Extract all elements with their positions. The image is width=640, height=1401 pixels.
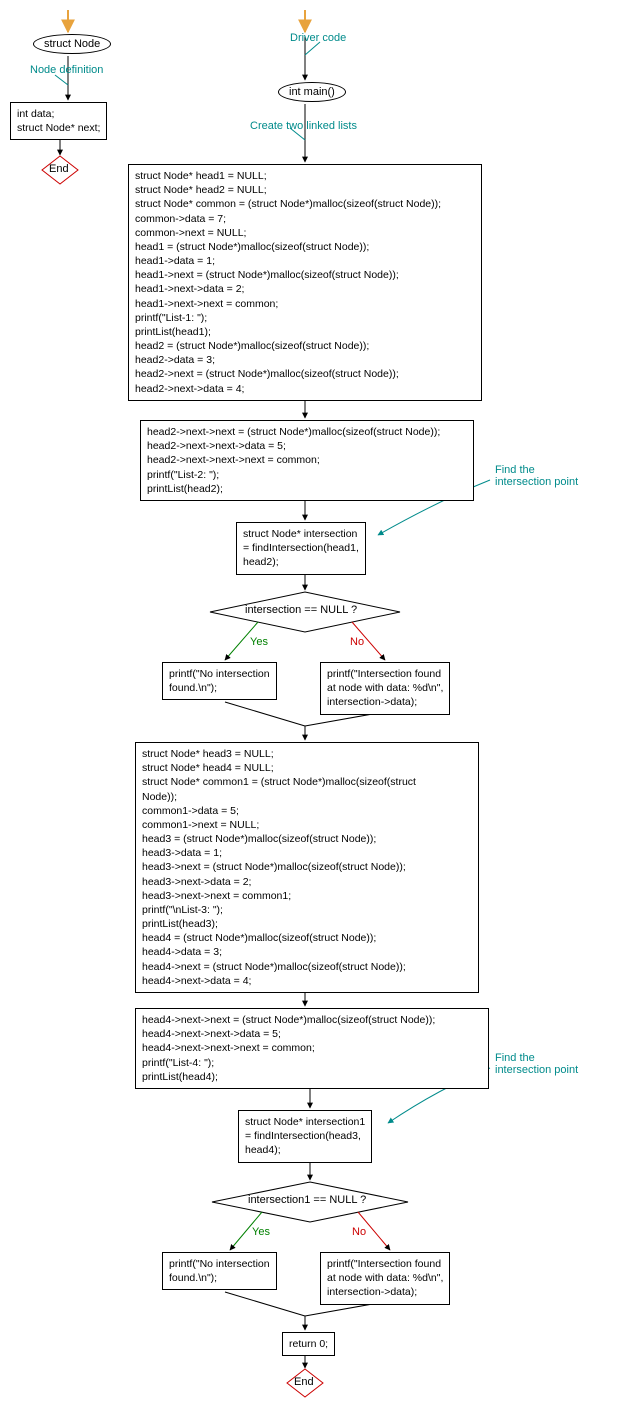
end-label-bottom: End [294, 1376, 314, 1388]
no-label-2: No [352, 1226, 366, 1238]
found-intersection-1: printf("Intersection found at node with … [320, 662, 450, 715]
no-label-1: No [350, 636, 364, 648]
find-intersection-annotation-1: Find the intersection point [495, 464, 578, 488]
found-intersection-2: printf("Intersection found at node with … [320, 1252, 450, 1305]
node-def-annotation: Node definition [30, 64, 103, 76]
no-intersection-1: printf("No intersection found.\n"); [162, 662, 277, 700]
yes-label-2: Yes [252, 1226, 270, 1238]
decision2-text: intersection1 == NULL ? [248, 1194, 366, 1206]
no-intersection-2: printf("No intersection found.\n"); [162, 1252, 277, 1290]
create-lists-annotation: Create two linked lists [250, 120, 357, 132]
block2-code: head2->next->next = (struct Node*)malloc… [140, 420, 474, 501]
main-func: int main() [278, 82, 346, 102]
block4-code: struct Node* head3 = NULL; struct Node* … [135, 742, 479, 993]
find-intersection-annotation-2: Find the intersection point [495, 1052, 578, 1076]
yes-label-1: Yes [250, 636, 268, 648]
node-def-code: int data; struct Node* next; [10, 102, 107, 140]
struct-node-start: struct Node [33, 34, 111, 54]
block5-code: head4->next->next = (struct Node*)malloc… [135, 1008, 489, 1089]
block1-code: struct Node* head1 = NULL; struct Node* … [128, 164, 482, 401]
return0-code: return 0; [282, 1332, 335, 1356]
end-label-left: End [49, 163, 69, 175]
decision1-text: intersection == NULL ? [245, 604, 357, 616]
driver-code-annotation: Driver code [290, 32, 346, 44]
block6-code: struct Node* intersection1 = findInterse… [238, 1110, 372, 1163]
block3-code: struct Node* intersection = findIntersec… [236, 522, 366, 575]
